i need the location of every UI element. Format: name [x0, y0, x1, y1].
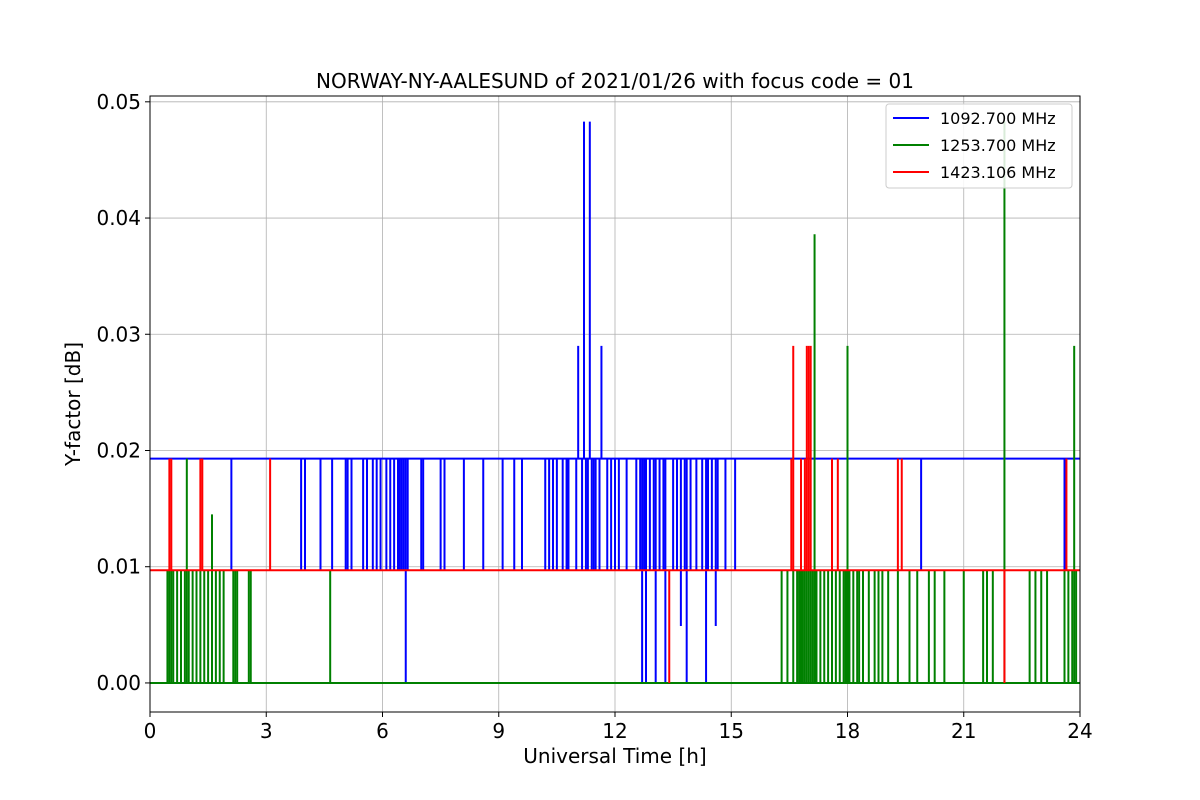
- axis-ticks: 0 3 6 9 12 15 18 21 24 0.00 0.01 0.02 0.03 0.04 0.05: [96, 90, 1092, 743]
- y-axis-label: Y-factor [dB]: [61, 342, 85, 467]
- legend-box: [885, 103, 1073, 189]
- y-tick-label: 0.04: [96, 206, 141, 230]
- legend-label: 1092.700 MHz: [940, 109, 1056, 128]
- x-tick-label: 15: [719, 719, 744, 743]
- x-tick-label: 6: [376, 719, 389, 743]
- y-tick-label: 0.01: [96, 555, 141, 579]
- y-tick-label: 0.00: [96, 671, 141, 695]
- series-0: [150, 121, 1080, 683]
- x-tick-label: 21: [951, 719, 976, 743]
- x-tick-label: 3: [260, 719, 273, 743]
- y-tick-label: 0.03: [96, 322, 141, 346]
- legend-label: 1253.700 MHz: [940, 136, 1056, 155]
- legend-label: 1423.106 MHz: [940, 163, 1056, 182]
- x-tick-label: 24: [1067, 719, 1092, 743]
- chart-title: NORWAY-NY-AALESUND of 2021/01/26 with fo…: [316, 69, 914, 93]
- x-tick-label: 18: [835, 719, 860, 743]
- data-series: [150, 121, 1080, 684]
- legend: 1092.700 MHz 1253.700 MHz 1423.106 MHz: [885, 103, 1073, 189]
- series-2: [150, 345, 1080, 683]
- x-tick-label: 12: [602, 719, 627, 743]
- y-tick-label: 0.05: [96, 90, 141, 114]
- x-tick-label: 9: [492, 719, 505, 743]
- x-axis-label: Universal Time [h]: [523, 744, 706, 768]
- x-tick-label: 0: [144, 719, 157, 743]
- series-1: [150, 121, 1080, 684]
- y-tick-label: 0.02: [96, 438, 141, 462]
